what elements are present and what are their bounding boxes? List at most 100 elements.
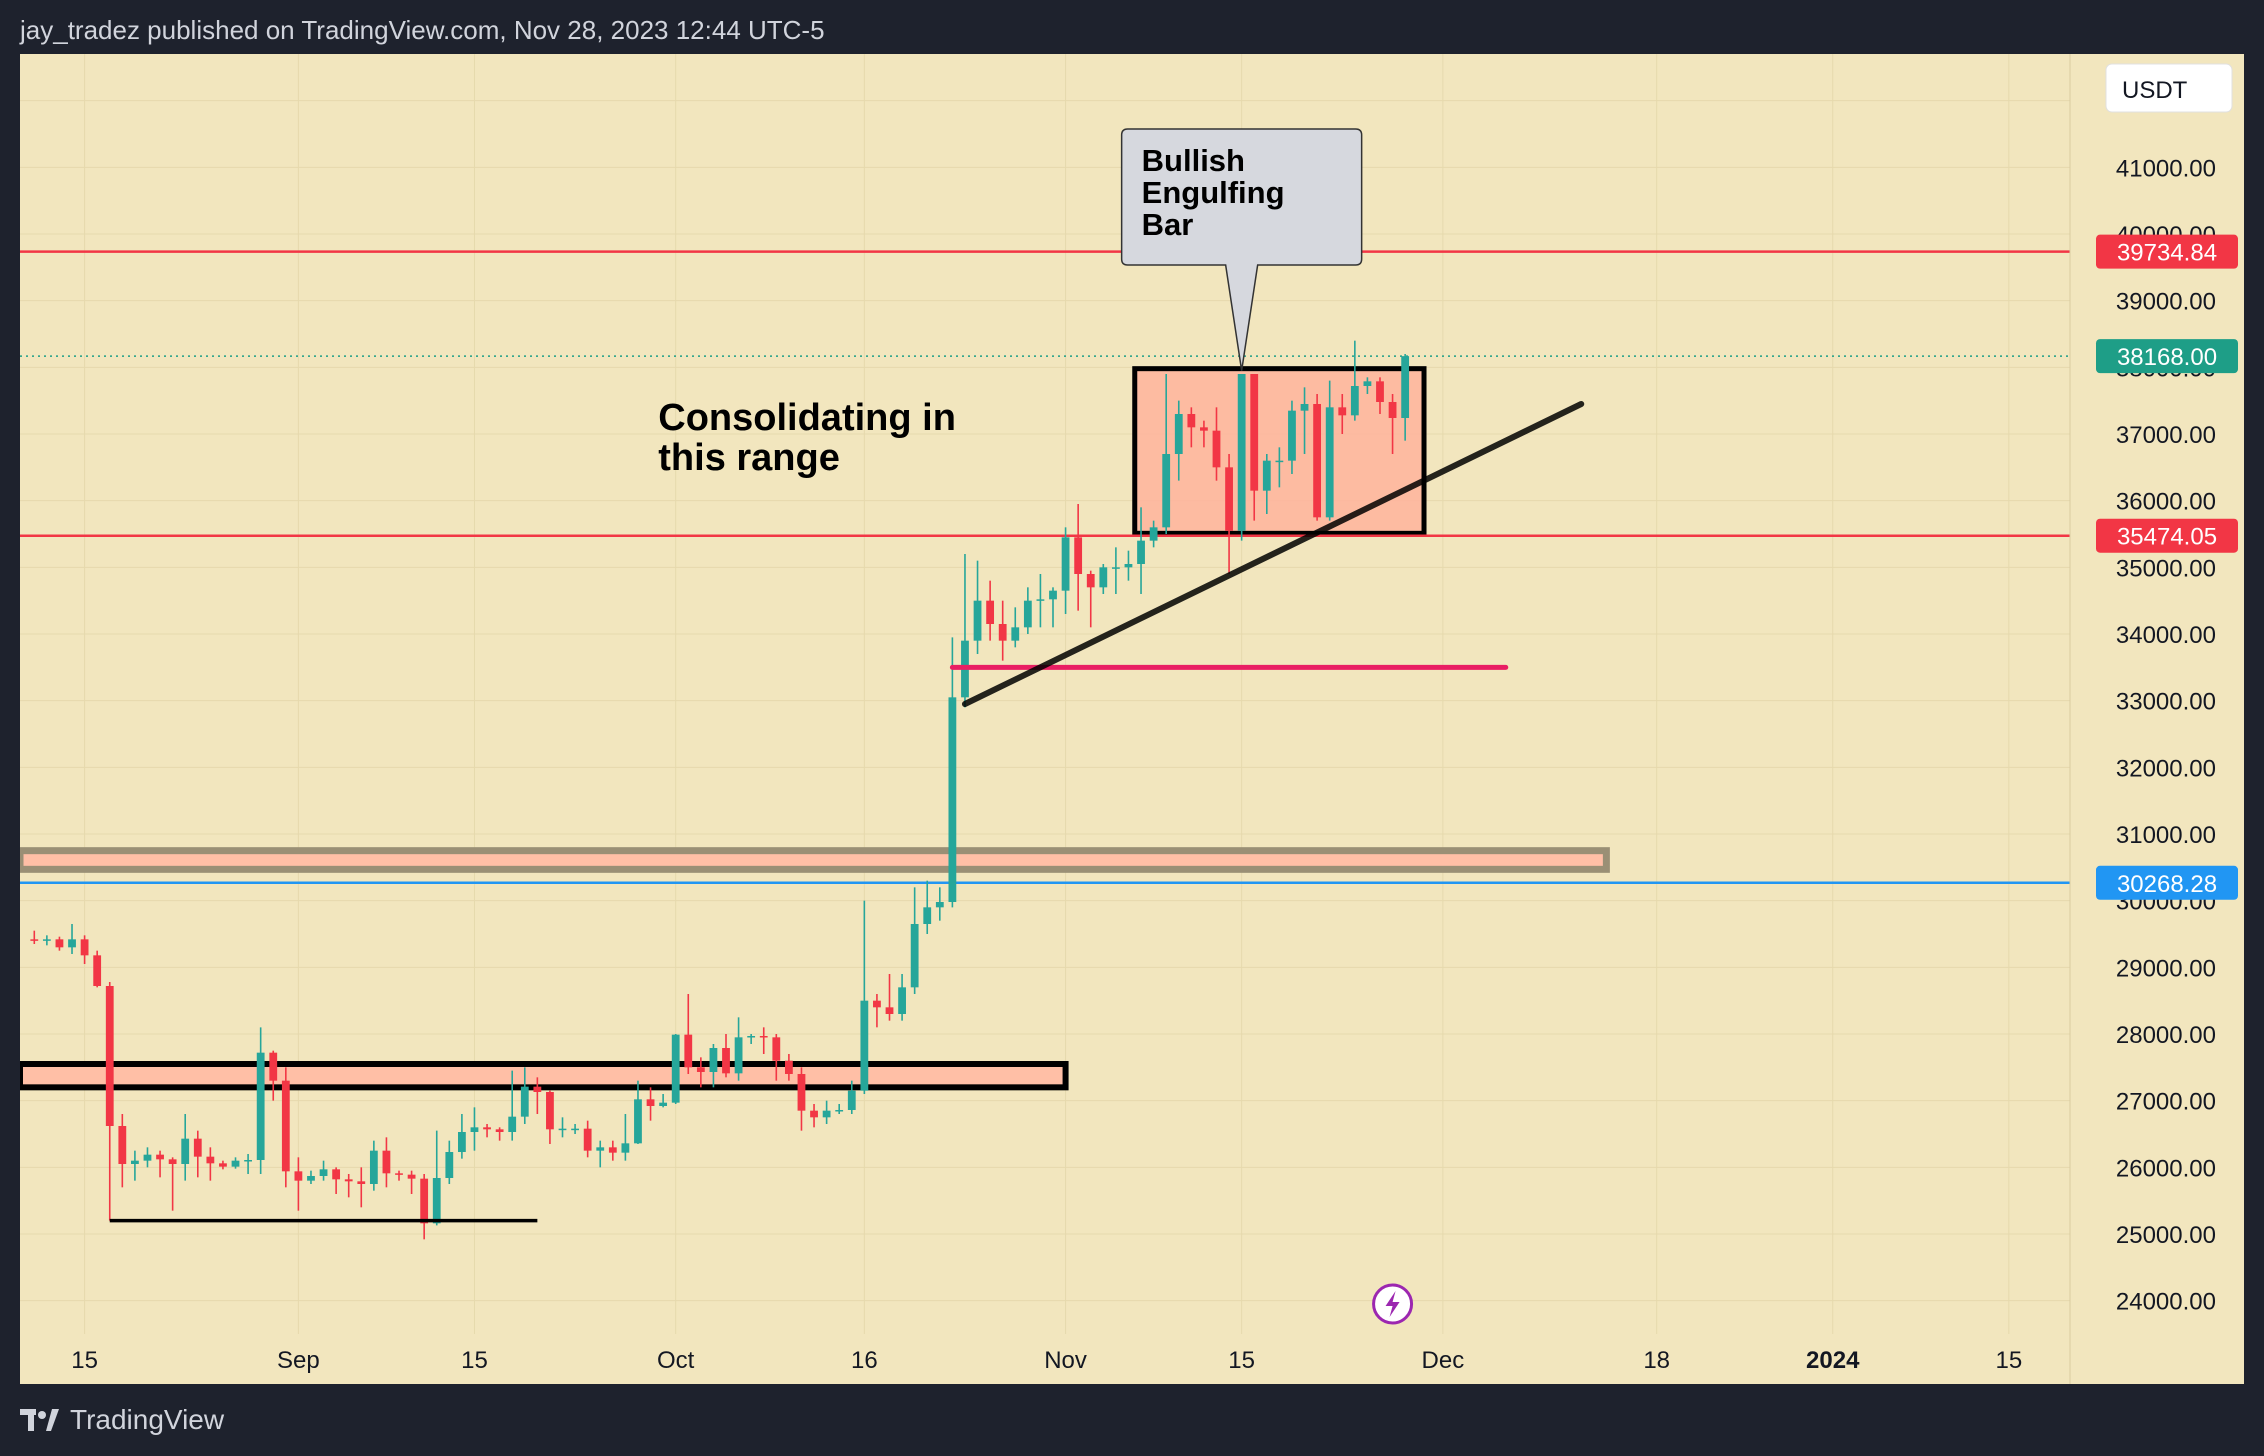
candle-body bbox=[571, 1128, 579, 1131]
trend-line bbox=[961, 401, 1585, 707]
tradingview-logo-glyph bbox=[20, 1409, 59, 1431]
candle-body bbox=[722, 1048, 730, 1074]
candle-body bbox=[68, 939, 76, 948]
candle-body bbox=[747, 1036, 756, 1038]
candle-body bbox=[634, 1099, 642, 1144]
horizontal-lines bbox=[20, 250, 2070, 885]
candle-body bbox=[998, 624, 1007, 641]
candle-body bbox=[935, 902, 944, 908]
candle-body bbox=[1086, 574, 1095, 588]
event-marker[interactable] bbox=[1372, 1283, 1414, 1325]
candle-body bbox=[55, 939, 64, 948]
candle-body bbox=[1074, 537, 1083, 574]
candle-body bbox=[420, 1178, 429, 1224]
price-tag-label: 35474.05 bbox=[2117, 524, 2217, 551]
candle-body bbox=[986, 600, 995, 624]
candle-body bbox=[1325, 407, 1334, 518]
chart-background bbox=[20, 54, 2244, 1384]
candle-body bbox=[332, 1169, 341, 1180]
candle-body bbox=[256, 1052, 265, 1160]
candle-body bbox=[181, 1138, 190, 1164]
price-tick-label: 27000.00 bbox=[2116, 1089, 2216, 1116]
candle-body bbox=[1061, 537, 1070, 591]
candle-body bbox=[1275, 460, 1284, 463]
currency-button-bg[interactable] bbox=[2105, 63, 2233, 113]
candle-body bbox=[244, 1160, 252, 1162]
candle-body bbox=[684, 1034, 693, 1068]
price-scale[interactable]: 24000.00 25000.00 26000.00 27000.00 28000.00… bbox=[2116, 89, 2216, 1316]
time-tick-label: 16 bbox=[851, 1347, 878, 1374]
price-tick-label: 37000.00 bbox=[2116, 422, 2216, 449]
candle-body bbox=[80, 939, 89, 956]
chart-area[interactable]: Consolidating in this range Bullish Engulfi… bbox=[16, 54, 2244, 1384]
candle-body bbox=[1124, 564, 1133, 568]
candle-body bbox=[596, 1147, 605, 1151]
candle-body bbox=[822, 1110, 831, 1118]
price-tick-label: 32000.00 bbox=[2116, 755, 2216, 782]
candle-body bbox=[1174, 414, 1183, 454]
candle-body bbox=[143, 1154, 152, 1161]
candle-body bbox=[369, 1150, 378, 1184]
price-tick-label: 39000.00 bbox=[2116, 289, 2216, 316]
callout-text: Engulfing bbox=[1142, 175, 1285, 210]
price-tick-label: 34000.00 bbox=[2116, 622, 2216, 649]
candle-body bbox=[357, 1181, 366, 1184]
callout-bubble bbox=[1120, 128, 1363, 371]
candle-body bbox=[407, 1174, 416, 1179]
upper-zone-rect bbox=[16, 847, 1610, 873]
price-tag-label: 38168.00 bbox=[2117, 344, 2217, 371]
currency-button-label[interactable]: USDT bbox=[2122, 77, 2188, 104]
candle-body bbox=[495, 1129, 504, 1132]
candle-body bbox=[709, 1048, 718, 1072]
candle-body bbox=[910, 924, 919, 988]
candle-body bbox=[923, 907, 932, 924]
time-tick-label: Nov bbox=[1044, 1347, 1087, 1374]
lightning-icon bbox=[1385, 1291, 1400, 1317]
callout-text: Bullish bbox=[1142, 143, 1245, 178]
candle-body bbox=[646, 1099, 655, 1106]
candle-body bbox=[1212, 430, 1221, 468]
candle-body bbox=[193, 1138, 202, 1157]
candle-body bbox=[269, 1052, 278, 1081]
candle-body bbox=[621, 1143, 630, 1153]
candle-body bbox=[533, 1086, 542, 1092]
tradingview-logo-icon bbox=[20, 1407, 60, 1433]
candle-body bbox=[1149, 527, 1158, 541]
candle-body bbox=[432, 1178, 441, 1224]
candle-body bbox=[231, 1160, 240, 1167]
time-scale[interactable]: 15 Sep 15 Oct 16 Nov 15 Dec 18 2024 15 bbox=[71, 1347, 2022, 1374]
candle-body bbox=[1137, 540, 1145, 564]
time-tick-label: 15 bbox=[1995, 1347, 2022, 1374]
price-tag-box bbox=[2096, 339, 2238, 374]
candle-body bbox=[1313, 404, 1322, 518]
candle-body bbox=[1237, 374, 1246, 531]
candle-body bbox=[659, 1102, 668, 1106]
candle-body bbox=[583, 1128, 592, 1151]
overlay-drawings bbox=[109, 401, 1585, 1223]
candle-body bbox=[784, 1060, 793, 1074]
price-tag-label: 39734.84 bbox=[2117, 240, 2217, 267]
candle-body bbox=[30, 939, 39, 941]
candle-body bbox=[118, 1126, 127, 1164]
candle-body bbox=[1288, 410, 1296, 461]
candle-body bbox=[898, 987, 906, 1014]
price-tick-label: 31000.00 bbox=[2116, 822, 2216, 849]
candle-body bbox=[1036, 599, 1045, 601]
price-tag-box bbox=[2096, 234, 2238, 269]
candle-body bbox=[156, 1154, 164, 1160]
candle-body bbox=[1200, 427, 1208, 431]
currency-button[interactable]: USDT bbox=[2105, 63, 2233, 113]
candle-body bbox=[294, 1171, 303, 1181]
candle-body bbox=[1187, 414, 1196, 428]
time-tick-label: 2024 bbox=[1806, 1347, 1860, 1374]
candle-body bbox=[1023, 600, 1032, 628]
lower-zone-rect bbox=[17, 1061, 1069, 1091]
candle-body bbox=[772, 1037, 781, 1061]
candle-body bbox=[344, 1179, 353, 1182]
price-tick-label: 36000.00 bbox=[2116, 489, 2216, 516]
price-tag-box bbox=[2096, 518, 2238, 553]
candle-body bbox=[1011, 627, 1020, 641]
candle-body bbox=[873, 1000, 881, 1008]
candle-body bbox=[797, 1074, 806, 1111]
